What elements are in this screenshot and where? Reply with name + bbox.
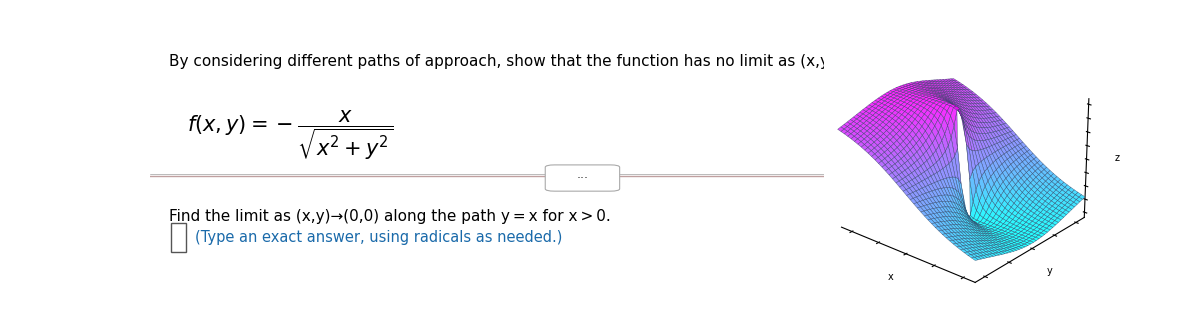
FancyBboxPatch shape <box>545 165 619 191</box>
Y-axis label: y: y <box>1046 266 1052 276</box>
X-axis label: x: x <box>888 272 894 282</box>
Text: By considering different paths of approach, show that the function has no limit : By considering different paths of approa… <box>168 54 888 69</box>
Text: $f(x,y) = -\dfrac{x}{\sqrt{x^2+y^2}}$: $f(x,y) = -\dfrac{x}{\sqrt{x^2+y^2}}$ <box>187 109 394 162</box>
Text: ···: ··· <box>576 171 588 184</box>
FancyBboxPatch shape <box>172 224 186 252</box>
Text: (Type an exact answer, using radicals as needed.): (Type an exact answer, using radicals as… <box>194 230 562 245</box>
Text: Find the limit as (x,y)→(0,0) along the path y = x for x > 0.: Find the limit as (x,y)→(0,0) along the … <box>168 209 611 224</box>
